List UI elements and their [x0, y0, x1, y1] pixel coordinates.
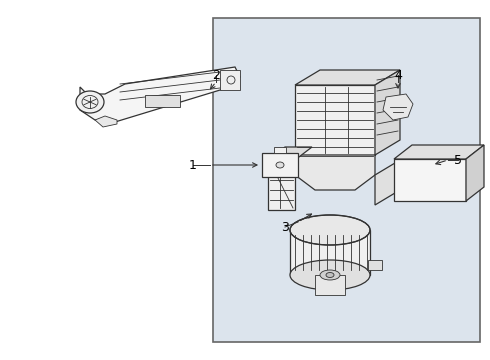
Polygon shape — [268, 147, 312, 160]
Polygon shape — [375, 160, 400, 205]
Polygon shape — [466, 145, 484, 201]
Bar — [0, 0, 213, 360]
Polygon shape — [295, 70, 400, 85]
Ellipse shape — [76, 91, 104, 113]
Ellipse shape — [320, 270, 340, 280]
Bar — [274, 147, 286, 153]
Polygon shape — [383, 94, 413, 120]
Bar — [394, 159, 466, 201]
Polygon shape — [394, 145, 484, 159]
Bar — [220, 70, 240, 90]
Polygon shape — [95, 116, 117, 127]
Bar — [368, 260, 382, 270]
Polygon shape — [295, 155, 375, 190]
Bar — [315, 275, 345, 295]
Ellipse shape — [290, 215, 370, 245]
Bar — [290, 230, 370, 275]
Text: 4: 4 — [394, 68, 402, 81]
Polygon shape — [80, 67, 240, 122]
Ellipse shape — [290, 260, 370, 290]
Text: 1: 1 — [189, 158, 197, 171]
Bar — [145, 95, 180, 107]
Bar — [262, 153, 298, 177]
Text: 3: 3 — [281, 220, 289, 234]
Polygon shape — [375, 70, 400, 155]
Text: 2: 2 — [212, 68, 220, 81]
Bar — [213, 18, 480, 342]
Ellipse shape — [326, 273, 334, 278]
Polygon shape — [295, 85, 375, 155]
Polygon shape — [268, 160, 295, 210]
Ellipse shape — [276, 162, 284, 168]
Text: 5: 5 — [454, 153, 462, 166]
